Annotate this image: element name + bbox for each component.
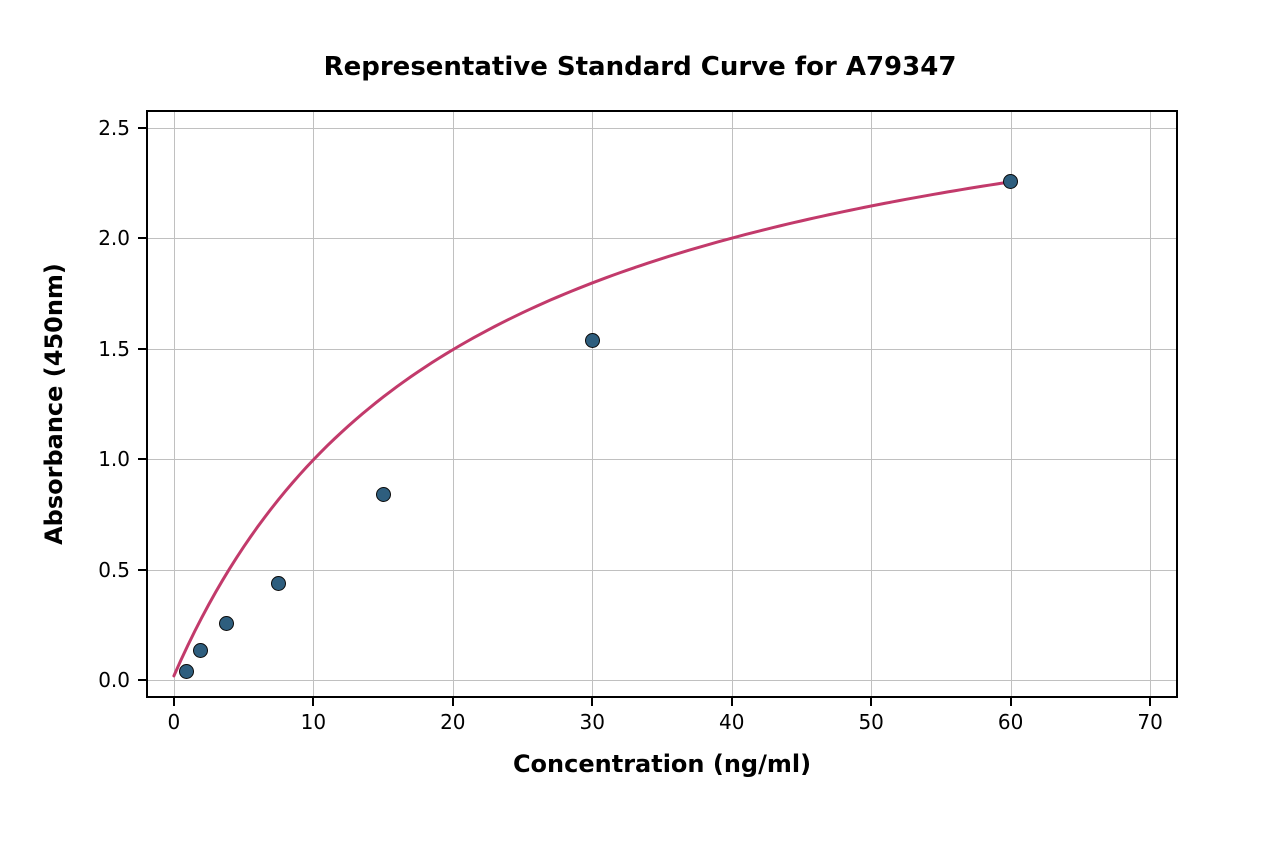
y-tick-label: 0.0 [80,668,130,692]
x-tick-label: 0 [168,710,181,734]
data-point [193,643,208,658]
y-axis-label: Absorbance (450nm) [40,263,68,545]
x-tick-label: 20 [440,710,465,734]
data-point [585,333,600,348]
x-tick [1010,698,1012,706]
x-tick-label: 60 [998,710,1023,734]
x-tick-label: 70 [1137,710,1162,734]
y-tick [138,569,146,571]
plot-area [146,110,1178,698]
x-axis-label: Concentration (ng/ml) [146,750,1178,778]
x-tick [312,698,314,706]
y-tick-label: 2.0 [80,226,130,250]
y-tick [138,348,146,350]
data-point [1003,174,1018,189]
chart-title: Representative Standard Curve for A79347 [0,52,1280,82]
figure: Representative Standard Curve for A79347… [0,0,1280,845]
x-tick-label: 10 [301,710,326,734]
data-point [179,664,194,679]
y-tick-label: 0.5 [80,558,130,582]
x-tick [173,698,175,706]
x-tick [731,698,733,706]
fit-curve [146,110,1178,698]
y-tick [138,458,146,460]
x-tick [452,698,454,706]
x-tick [591,698,593,706]
x-tick-label: 50 [858,710,883,734]
fit-curve-path [174,182,1011,676]
y-tick-label: 1.5 [80,337,130,361]
data-point [376,487,391,502]
x-tick-label: 40 [719,710,744,734]
y-tick [138,127,146,129]
y-tick-label: 2.5 [80,116,130,140]
y-tick [138,679,146,681]
x-tick [870,698,872,706]
data-point [219,616,234,631]
x-tick [1149,698,1151,706]
y-tick-label: 1.0 [80,447,130,471]
y-tick [138,237,146,239]
x-tick-label: 30 [580,710,605,734]
